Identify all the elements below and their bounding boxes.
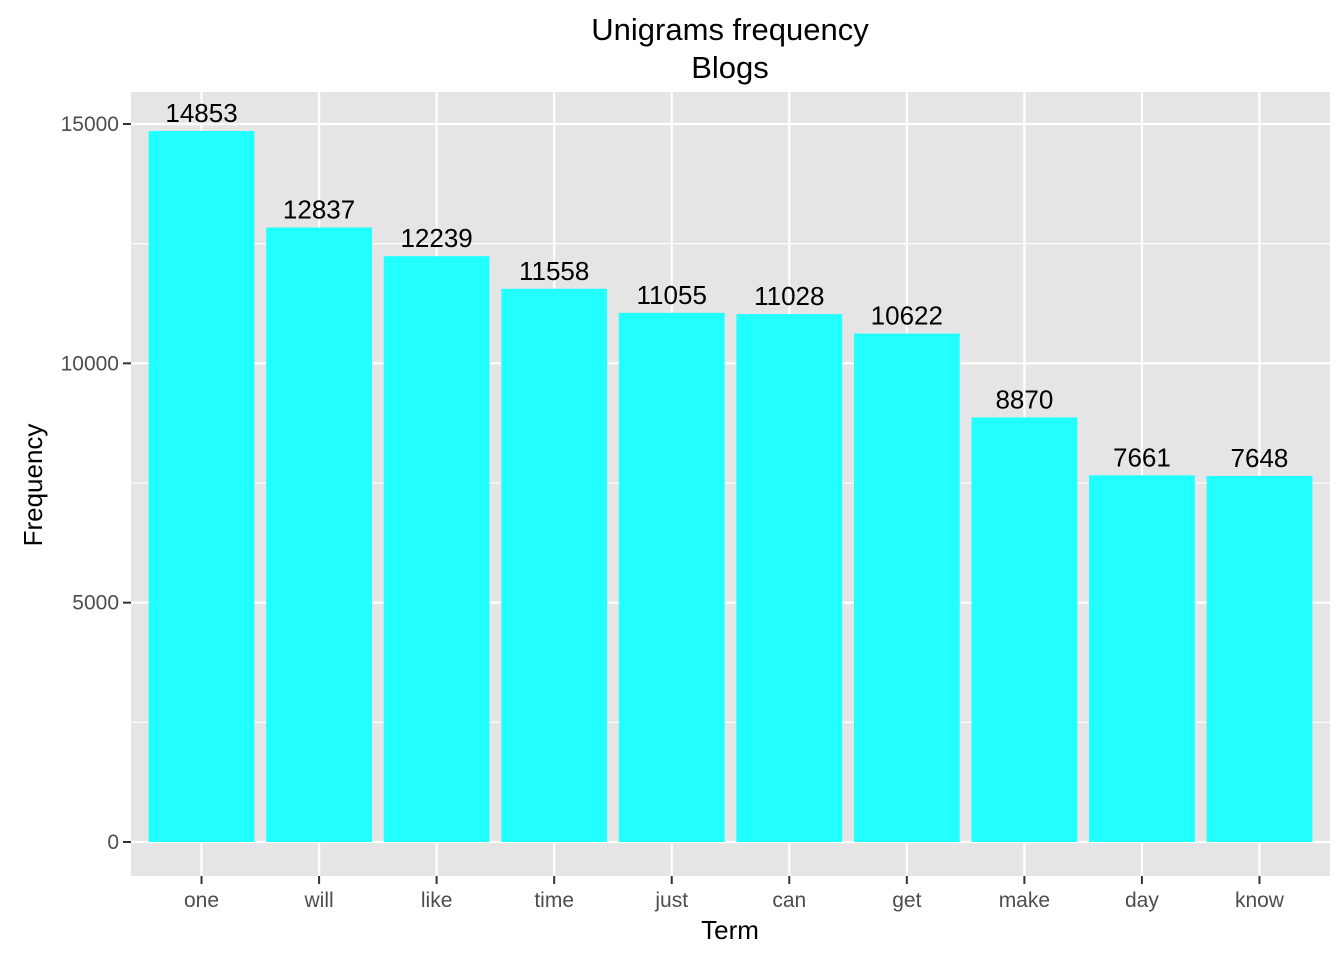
x-tick-label: one xyxy=(184,889,219,912)
y-tick-label: 5000 xyxy=(72,592,119,615)
bar xyxy=(266,227,372,843)
bar-value-label: 11558 xyxy=(519,256,589,286)
x-tick-label: make xyxy=(999,889,1050,912)
data-labels: 14853 12837 12239 11558 11055 11028 10622 8870 7… xyxy=(165,98,1288,473)
bar xyxy=(618,312,725,843)
bar xyxy=(853,333,960,842)
bar xyxy=(971,417,1078,842)
x-tick-label: can xyxy=(772,889,806,912)
bar-value-label: 7648 xyxy=(1231,443,1289,473)
bar-value-label: 12239 xyxy=(400,223,472,253)
bar xyxy=(736,314,843,842)
x-tick-label: know xyxy=(1235,889,1285,912)
bars xyxy=(148,131,1313,843)
x-tick-label: like xyxy=(421,889,453,912)
axes: 0 5000 10000 15000 one will like time just can get… xyxy=(61,113,1285,912)
x-axis-title: Term xyxy=(701,915,759,945)
bar xyxy=(148,131,255,843)
bar xyxy=(501,288,608,842)
y-tick-label: 15000 xyxy=(61,113,119,136)
x-tick-label: time xyxy=(534,889,574,912)
x-tick-label: just xyxy=(654,889,688,912)
bar-value-label: 14853 xyxy=(165,98,237,128)
x-tick-label: will xyxy=(303,889,333,912)
bar-value-label: 10622 xyxy=(871,301,943,331)
y-tick-label: 10000 xyxy=(61,352,119,375)
y-tick-label: 0 xyxy=(107,831,119,854)
bar xyxy=(1206,475,1313,842)
bar xyxy=(1089,475,1195,842)
chart-title: Unigrams frequency xyxy=(591,12,869,47)
bar-value-label: 11028 xyxy=(754,281,824,311)
y-axis-title: Frequency xyxy=(18,424,48,547)
x-tick-label: get xyxy=(892,889,921,912)
bar-value-label: 8870 xyxy=(995,384,1053,414)
chart-subtitle: Blogs xyxy=(691,50,769,85)
bar-value-label: 12837 xyxy=(283,195,355,225)
x-tick-label: day xyxy=(1125,889,1159,912)
bar xyxy=(383,256,490,842)
bar-value-label: 7661 xyxy=(1113,442,1171,472)
bar-value-label: 11055 xyxy=(637,280,707,310)
